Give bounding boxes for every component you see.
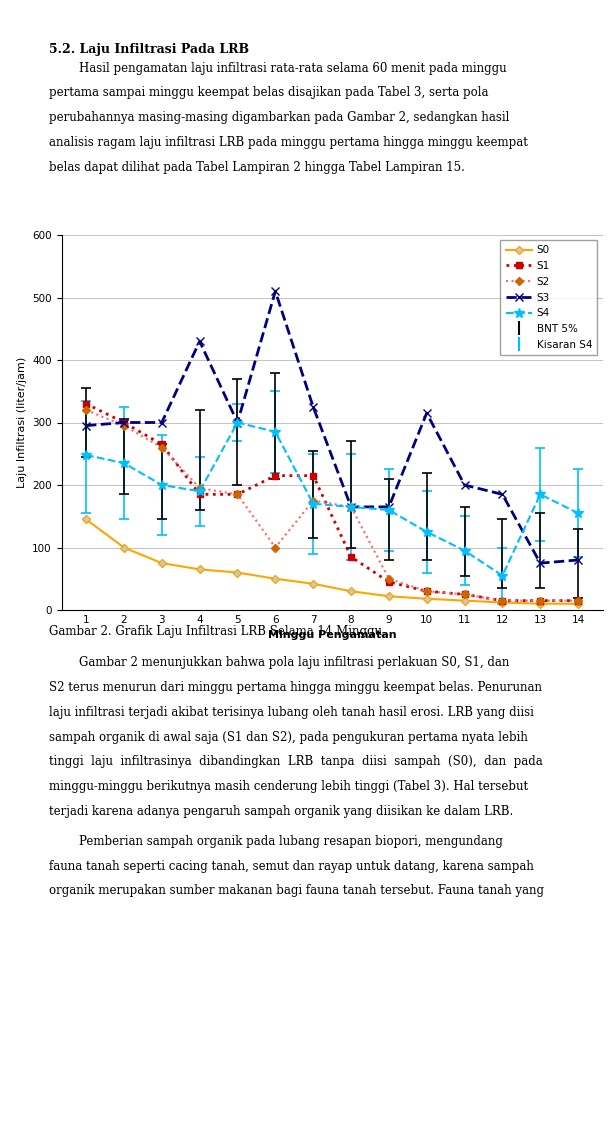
Text: belas dapat dilihat pada Tabel Lampiran 2 hingga Tabel Lampiran 15.: belas dapat dilihat pada Tabel Lampiran … bbox=[49, 161, 465, 174]
Text: perubahannya masing-masing digambarkan pada Gambar 2, sedangkan hasil: perubahannya masing-masing digambarkan p… bbox=[49, 111, 510, 125]
Text: pertama sampai minggu keempat belas disajikan pada Tabel 3, serta pola: pertama sampai minggu keempat belas disa… bbox=[49, 86, 489, 100]
Text: tinggi  laju  infiltrasinya  dibandingkan  LRB  tanpa  diisi  sampah  (S0),  dan: tinggi laju infiltrasinya dibandingkan L… bbox=[49, 756, 543, 768]
X-axis label: Minggu Pengamatan: Minggu Pengamatan bbox=[268, 630, 397, 640]
Text: organik merupakan sumber makanan bagi fauna tanah tersebut. Fauna tanah yang: organik merupakan sumber makanan bagi fa… bbox=[49, 885, 544, 897]
Text: terjadi karena adanya pengaruh sampah organik yang diisikan ke dalam LRB.: terjadi karena adanya pengaruh sampah or… bbox=[49, 805, 514, 818]
Y-axis label: Laju Infiltrasi (liter/jam): Laju Infiltrasi (liter/jam) bbox=[17, 357, 26, 489]
Text: Hasil pengamatan laju infiltrasi rata-rata selama 60 menit pada minggu: Hasil pengamatan laju infiltrasi rata-ra… bbox=[49, 62, 507, 75]
Text: laju infiltrasi terjadi akibat terisinya lubang oleh tanah hasil erosi. LRB yang: laju infiltrasi terjadi akibat terisinya… bbox=[49, 706, 534, 719]
Legend: S0, S1, S2, S3, S4, BNT 5%, Kisaran S4: S0, S1, S2, S3, S4, BNT 5%, Kisaran S4 bbox=[501, 240, 598, 355]
Text: Pemberian sampah organik pada lubang resapan biopori, mengundang: Pemberian sampah organik pada lubang res… bbox=[49, 836, 503, 848]
Text: fauna tanah seperti cacing tanah, semut dan rayap untuk datang, karena sampah: fauna tanah seperti cacing tanah, semut … bbox=[49, 860, 534, 873]
Text: analisis ragam laju infiltrasi LRB pada minggu pertama hingga minggu keempat: analisis ragam laju infiltrasi LRB pada … bbox=[49, 136, 528, 149]
Text: Gambar 2 menunjukkan bahwa pola laju infiltrasi perlakuan S0, S1, dan: Gambar 2 menunjukkan bahwa pola laju inf… bbox=[49, 657, 510, 669]
Text: S2 terus menurun dari minggu pertama hingga minggu keempat belas. Penurunan: S2 terus menurun dari minggu pertama hin… bbox=[49, 682, 542, 694]
Text: minggu-minggu berikutnya masih cenderung lebih tinggi (Tabel 3). Hal tersebut: minggu-minggu berikutnya masih cenderung… bbox=[49, 780, 528, 793]
Text: Gambar 2. Grafik Laju Infiltrasi LRB Selama 14 Minggu: Gambar 2. Grafik Laju Infiltrasi LRB Sel… bbox=[49, 626, 382, 638]
Text: 5.2. Laju Infiltrasi Pada LRB: 5.2. Laju Infiltrasi Pada LRB bbox=[49, 43, 249, 56]
Text: sampah organik di awal saja (S1 dan S2), pada pengukuran pertama nyata lebih: sampah organik di awal saja (S1 dan S2),… bbox=[49, 731, 528, 743]
